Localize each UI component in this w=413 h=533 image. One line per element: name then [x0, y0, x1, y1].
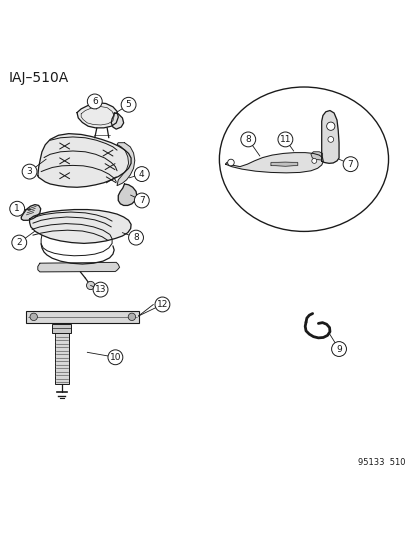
Polygon shape — [29, 209, 131, 244]
Circle shape — [22, 164, 37, 179]
FancyBboxPatch shape — [26, 311, 138, 322]
Text: 2: 2 — [17, 238, 22, 247]
Text: 8: 8 — [133, 233, 139, 242]
Text: 5: 5 — [126, 100, 131, 109]
Polygon shape — [118, 184, 137, 205]
Circle shape — [108, 350, 123, 365]
Polygon shape — [321, 110, 338, 163]
Circle shape — [326, 122, 334, 131]
Text: 10: 10 — [109, 353, 121, 362]
Text: 7: 7 — [139, 196, 144, 205]
Polygon shape — [77, 103, 118, 128]
Polygon shape — [117, 143, 135, 185]
Text: 8: 8 — [245, 135, 251, 144]
FancyBboxPatch shape — [52, 324, 71, 333]
Circle shape — [311, 158, 316, 163]
Polygon shape — [38, 262, 119, 272]
Circle shape — [93, 282, 108, 297]
Polygon shape — [310, 152, 322, 160]
Circle shape — [134, 193, 149, 208]
Polygon shape — [225, 152, 323, 173]
Text: 6: 6 — [92, 97, 97, 106]
Text: 95133  510: 95133 510 — [357, 458, 404, 467]
Circle shape — [86, 281, 95, 289]
Text: 4: 4 — [139, 169, 144, 179]
Circle shape — [154, 297, 169, 312]
Circle shape — [121, 98, 136, 112]
Text: 1: 1 — [14, 204, 20, 213]
FancyBboxPatch shape — [55, 329, 69, 384]
Circle shape — [342, 157, 357, 172]
Circle shape — [240, 132, 255, 147]
Polygon shape — [270, 162, 297, 166]
Circle shape — [30, 313, 37, 320]
Circle shape — [87, 94, 102, 109]
Polygon shape — [21, 205, 40, 220]
Text: IAJ–510A: IAJ–510A — [9, 70, 69, 85]
Circle shape — [227, 159, 234, 166]
Circle shape — [12, 235, 26, 250]
Text: 13: 13 — [95, 285, 106, 294]
Circle shape — [128, 230, 143, 245]
Polygon shape — [111, 113, 123, 129]
Circle shape — [128, 313, 135, 320]
Circle shape — [277, 132, 292, 147]
Circle shape — [327, 136, 333, 142]
Text: 12: 12 — [157, 300, 168, 309]
Polygon shape — [38, 134, 131, 187]
Text: 11: 11 — [279, 135, 290, 144]
Circle shape — [331, 342, 346, 357]
Circle shape — [134, 167, 149, 182]
Text: 9: 9 — [335, 344, 341, 353]
Text: 3: 3 — [26, 167, 32, 176]
Text: 7: 7 — [347, 160, 353, 168]
Circle shape — [10, 201, 24, 216]
